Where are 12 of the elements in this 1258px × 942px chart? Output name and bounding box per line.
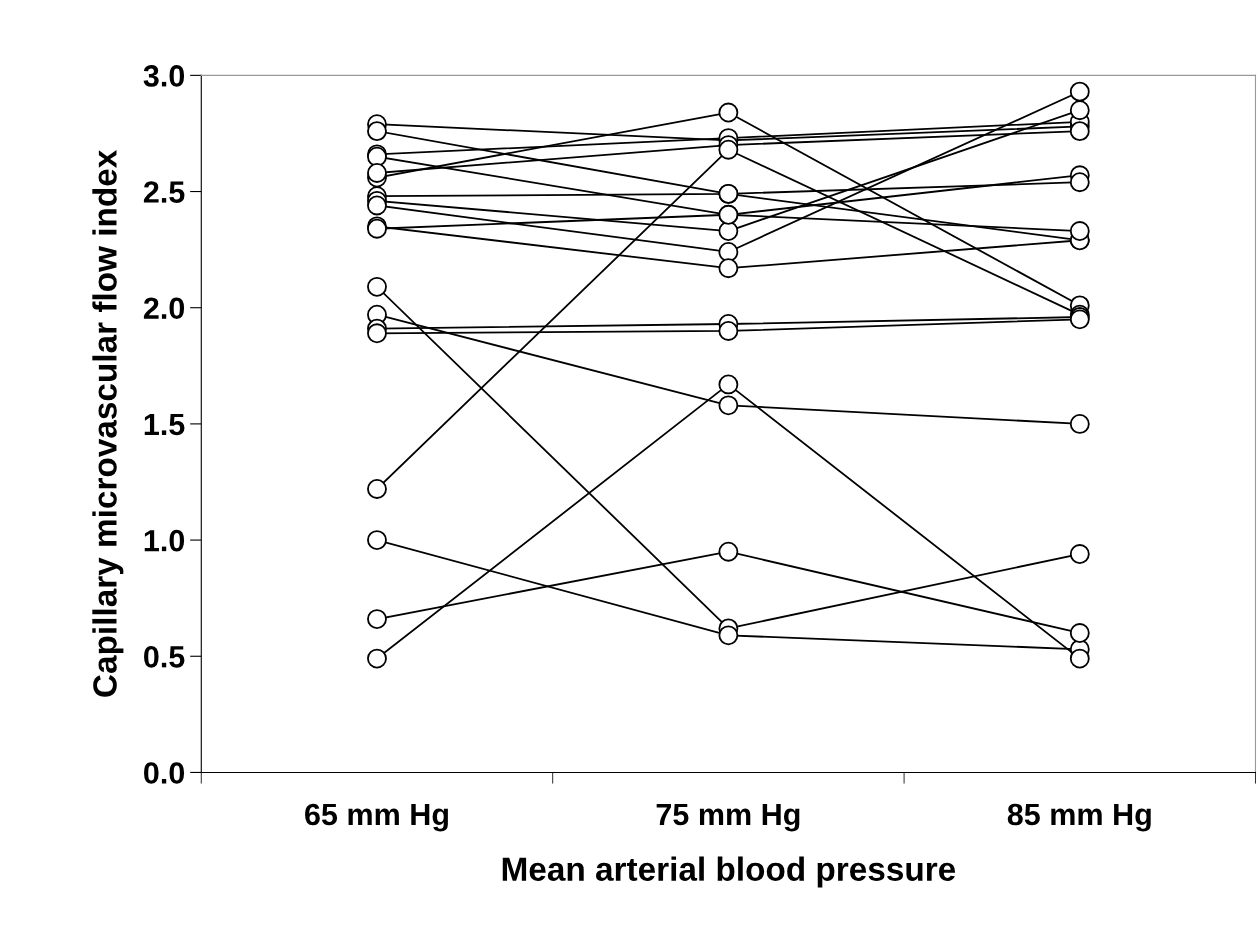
y-tick-label: 2.5 (143, 181, 185, 203)
x-tick-label: 85 mm Hg (1007, 803, 1151, 832)
y-tick-label: 3.0 (143, 65, 185, 87)
y-tick-label: 0.0 (144, 762, 185, 784)
y-tick-label: 1.0 (144, 529, 185, 552)
x-tick-label: 65 mm Hg (305, 803, 448, 832)
y-tick-label: 2.0 (143, 297, 185, 320)
x-axis-title: Mean arterial blood pressure (502, 856, 956, 888)
y-axis-title: Capillary microvascular flow index (92, 149, 124, 697)
y-tick-label: 1.5 (144, 413, 185, 436)
x-tick-label: 75 mm Hg (656, 803, 800, 832)
y-tick-label: 0.5 (144, 646, 185, 668)
